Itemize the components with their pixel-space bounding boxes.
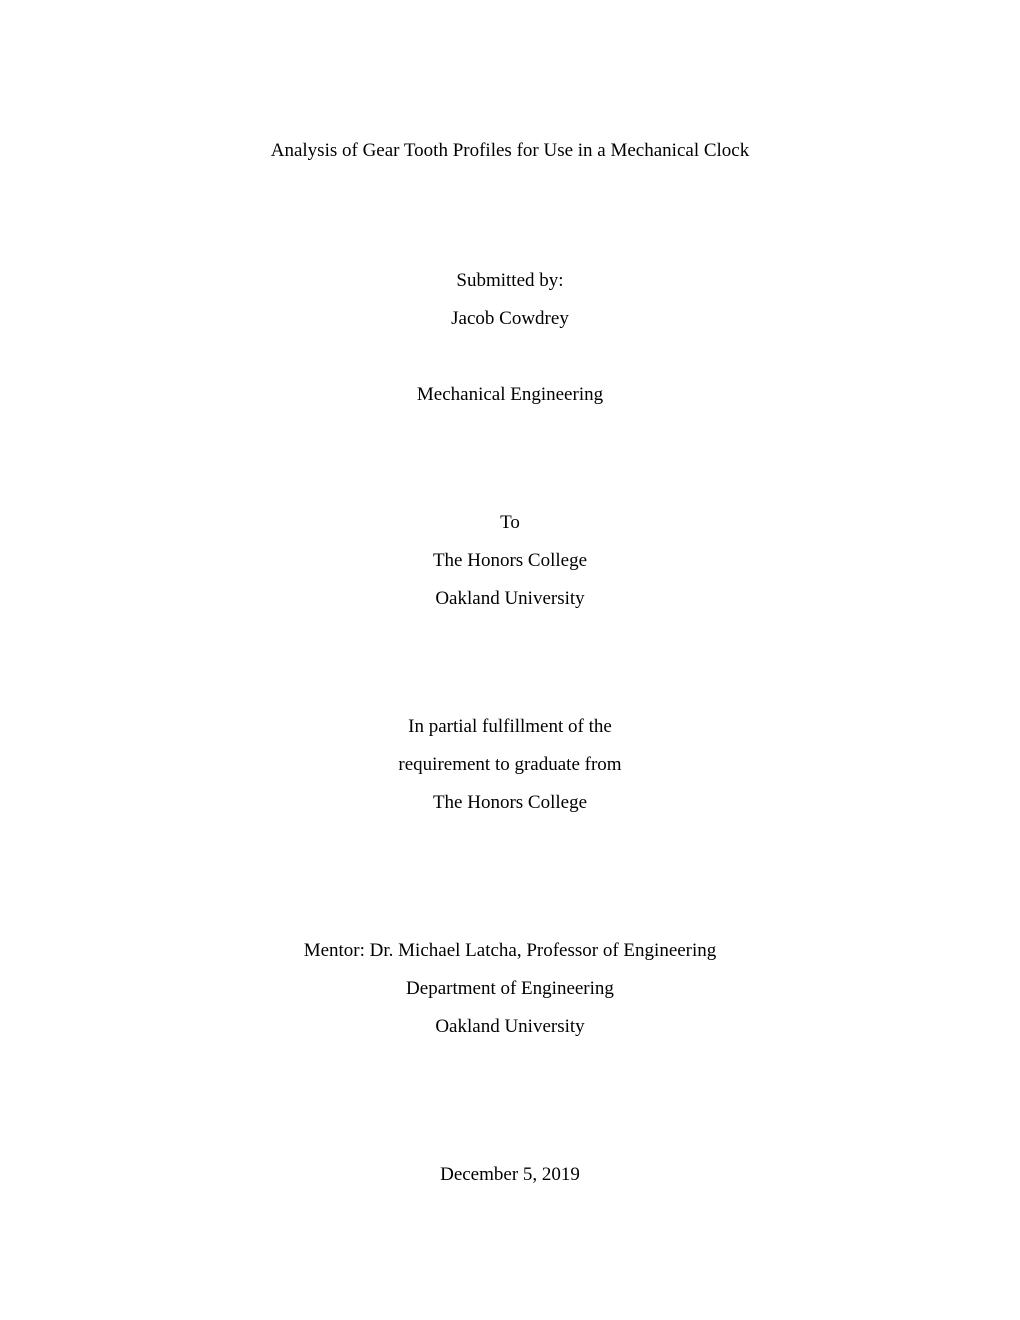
to-label: To [433, 504, 587, 542]
mentor-line-3: Oakland University [304, 1008, 717, 1046]
submitted-by-block: Submitted by: Jacob Cowdrey [451, 262, 569, 338]
document-title: Analysis of Gear Tooth Profiles for Use … [271, 140, 749, 162]
fulfillment-line-2: requirement to graduate from [398, 746, 621, 784]
submitted-by-label: Submitted by: [451, 262, 569, 300]
fulfillment-line-1: In partial fulfillment of the [398, 708, 621, 746]
university-name: Oakland University [433, 580, 587, 618]
author-name: Jacob Cowdrey [451, 300, 569, 338]
department-name: Mechanical Engineering [417, 376, 603, 414]
document-date: December 5, 2019 [440, 1156, 580, 1194]
mentor-block: Mentor: Dr. Michael Latcha, Professor of… [304, 932, 717, 1046]
mentor-line-2: Department of Engineering [304, 970, 717, 1008]
to-block: To The Honors College Oakland University [433, 504, 587, 618]
date-block: December 5, 2019 [440, 1156, 580, 1194]
fulfillment-block: In partial fulfillment of the requiremen… [398, 708, 621, 822]
department-block: Mechanical Engineering [417, 376, 603, 414]
title-page: Analysis of Gear Tooth Profiles for Use … [0, 0, 1020, 1320]
fulfillment-line-3: The Honors College [398, 784, 621, 822]
college-name: The Honors College [433, 542, 587, 580]
mentor-line-1: Mentor: Dr. Michael Latcha, Professor of… [304, 932, 717, 970]
